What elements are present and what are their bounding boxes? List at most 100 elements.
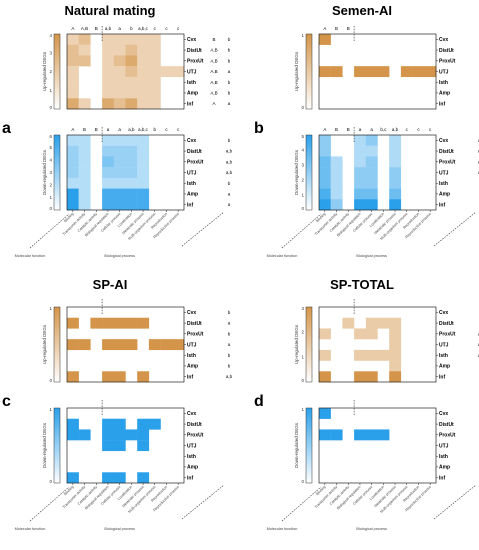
scale-max-label: 1: [49, 306, 52, 311]
heatmap-cell: [389, 339, 402, 351]
heatmap-frame: [318, 407, 437, 484]
heatmap-cell: [67, 418, 79, 430]
row-letter: b: [228, 48, 231, 53]
column-letter: B: [95, 127, 98, 132]
y-axis-label: Down-regulated DEGs: [42, 422, 47, 468]
heatmap-cell: [102, 66, 114, 78]
heatmap-cell: [365, 66, 378, 78]
y-axis-label: Up-regulated DEGs: [294, 324, 299, 364]
column-letter: B: [335, 26, 338, 31]
heatmap-cell: [102, 317, 114, 329]
heatmap-cell: [137, 440, 150, 452]
heatmap-cell: [78, 429, 91, 441]
column-letter: c: [417, 127, 420, 132]
heatmap-cell: [137, 66, 150, 78]
column-letter: a: [118, 127, 121, 132]
heatmap-cell: [78, 339, 91, 351]
column-letter: A,B: [81, 26, 88, 31]
color-scale-bar: [305, 306, 313, 383]
heatmap-cell: [389, 135, 402, 146]
heatmap-cell: [365, 429, 378, 441]
heatmap-cell: [102, 156, 114, 168]
heatmap-cell: [389, 199, 402, 211]
heatmap-cell: [67, 371, 79, 383]
heatmap-cell: [319, 408, 331, 419]
group-label-biological: Biological process: [104, 527, 135, 531]
row-letter-upper: A,B: [210, 80, 217, 85]
row-label: DistUt: [439, 48, 454, 54]
scale-min-label: 0: [49, 378, 52, 383]
heatmap-cell: [78, 145, 91, 157]
row-letter: a: [228, 342, 231, 347]
heatmap-cell: [424, 66, 437, 78]
heatmap-cell: [102, 199, 114, 211]
row-label: ProxUt: [187, 59, 204, 65]
heatmap-cell: [160, 66, 173, 78]
heatmap-cell: [125, 135, 138, 146]
heatmap-cell: [365, 135, 378, 146]
heatmap-cell: [137, 34, 150, 45]
row-label: Inf: [439, 202, 445, 208]
heatmap-cell: [113, 339, 126, 351]
heatmap-cell: [389, 188, 402, 200]
heatmap-cell: [319, 429, 331, 441]
heatmap-cell: [137, 418, 150, 430]
heatmap-cell: [148, 418, 161, 430]
scale-tick-label: 3: [49, 50, 52, 55]
heatmap-cell: [125, 66, 138, 78]
heatmap-cell: [330, 156, 343, 168]
heatmap-cell: [330, 177, 343, 189]
heatmap-cell: [389, 177, 402, 189]
heatmap-cell: [377, 349, 390, 361]
column-letter: B: [347, 127, 350, 132]
heatmap-cell: [113, 135, 126, 146]
group-label-biological: Biological process: [104, 254, 135, 258]
heatmap-cell: [67, 188, 79, 200]
heatmap-cell: [137, 135, 150, 146]
heatmap-cell: [78, 44, 91, 56]
heatmap-cell: [365, 156, 378, 168]
heatmap-cell: [67, 87, 79, 99]
heatmap-cell: [102, 418, 114, 430]
heatmap-cell: [78, 188, 91, 200]
column-label: Binding: [315, 212, 326, 223]
heatmap-cell: [113, 145, 126, 157]
heatmap-cell: [319, 167, 331, 179]
row-letter: b: [228, 331, 231, 336]
column-letter: a: [359, 127, 362, 132]
heatmap-cell: [113, 371, 126, 383]
heatmap-cell: [137, 55, 150, 67]
row-label: Isth: [187, 181, 196, 187]
heatmap-cell: [137, 199, 150, 211]
scale-max-label: 1: [301, 33, 304, 38]
column-letter: A: [71, 26, 74, 31]
scale-tick-label: 3: [301, 163, 304, 168]
heatmap-cell: [137, 156, 150, 168]
row-letter: b: [228, 181, 231, 186]
heatmap-cell: [137, 188, 150, 200]
row-label: ProxUt: [439, 160, 456, 166]
column-letter: A: [71, 127, 74, 132]
row-label: Amp: [187, 91, 198, 97]
y-axis-label: Up-regulated DEGs: [42, 51, 47, 91]
scale-tick-label: 1: [49, 88, 52, 93]
heatmap-cell: [67, 66, 79, 78]
row-label: Inf: [187, 475, 193, 481]
heatmap-cell: [319, 156, 331, 168]
color-scale-bar: [53, 33, 61, 110]
column-letter: b,c: [380, 127, 387, 132]
color-scale-bar: [53, 134, 61, 211]
heatmap-cell: [102, 339, 114, 351]
row-letter-upper: A,B: [210, 91, 217, 96]
heatmap-cell: [113, 188, 126, 200]
heatmap-cell: [319, 349, 331, 361]
row-label: Amp: [439, 192, 450, 198]
column-letter: c: [429, 127, 432, 132]
heatmap-cell: [389, 328, 402, 340]
heatmap-cell: [137, 317, 150, 329]
heatmap-cell: [67, 472, 79, 484]
heatmap-cell: [67, 177, 79, 189]
heatmap-cell: [113, 317, 126, 329]
biological-bracket: [181, 484, 225, 520]
